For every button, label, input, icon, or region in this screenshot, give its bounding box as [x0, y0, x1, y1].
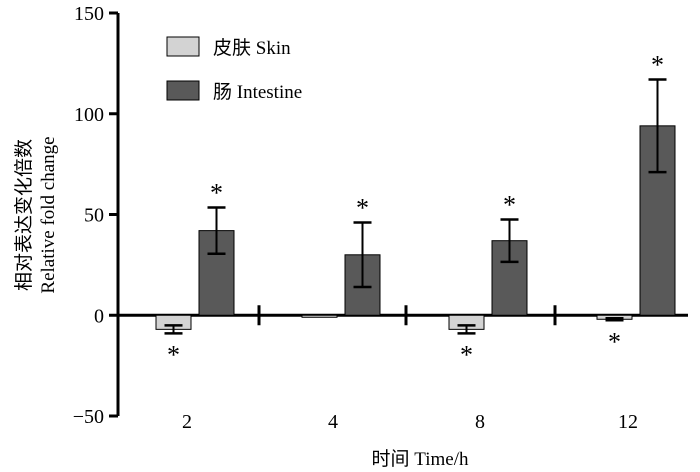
y-tick-label: 150: [74, 3, 104, 25]
significance-markers: * * * * * * *: [167, 50, 664, 369]
legend-swatch-skin: [166, 36, 200, 57]
x-axis-title: 时间 Time/h: [372, 448, 469, 470]
x-tick-label: 8: [475, 411, 485, 433]
significance-star: *: [503, 191, 516, 220]
y-axis: −50 0 50 100 150: [73, 3, 120, 428]
y-tick-label: −50: [73, 406, 104, 428]
bars: [155, 125, 676, 330]
significance-star: *: [356, 194, 369, 223]
significance-star: *: [608, 327, 621, 356]
x-axis: 2 4 8 12: [118, 305, 688, 433]
x-tick-label: 2: [182, 411, 192, 433]
legend-swatch-intestine: [166, 80, 200, 101]
x-tick-label: 12: [618, 411, 638, 433]
error-bars: [164, 78, 667, 335]
significance-star: *: [460, 340, 473, 369]
y-tick-label: 50: [84, 205, 104, 227]
significance-star: *: [167, 340, 180, 369]
y-axis-title-cn: 相对表达变化倍数: [13, 139, 35, 291]
y-axis-title-en: Relative fold change: [38, 136, 59, 293]
legend-label-intestine: 肠 Intestine: [213, 81, 302, 103]
legend-label-skin: 皮肤 Skin: [213, 37, 291, 59]
bar-skin-4: [301, 314, 338, 318]
significance-star: *: [651, 50, 664, 79]
legend: 皮肤 Skin 肠 Intestine: [166, 36, 302, 103]
significance-star: *: [210, 178, 223, 207]
x-tick-label: 4: [328, 411, 338, 433]
y-tick-label: 0: [94, 305, 104, 327]
y-tick-label: 100: [74, 104, 104, 126]
